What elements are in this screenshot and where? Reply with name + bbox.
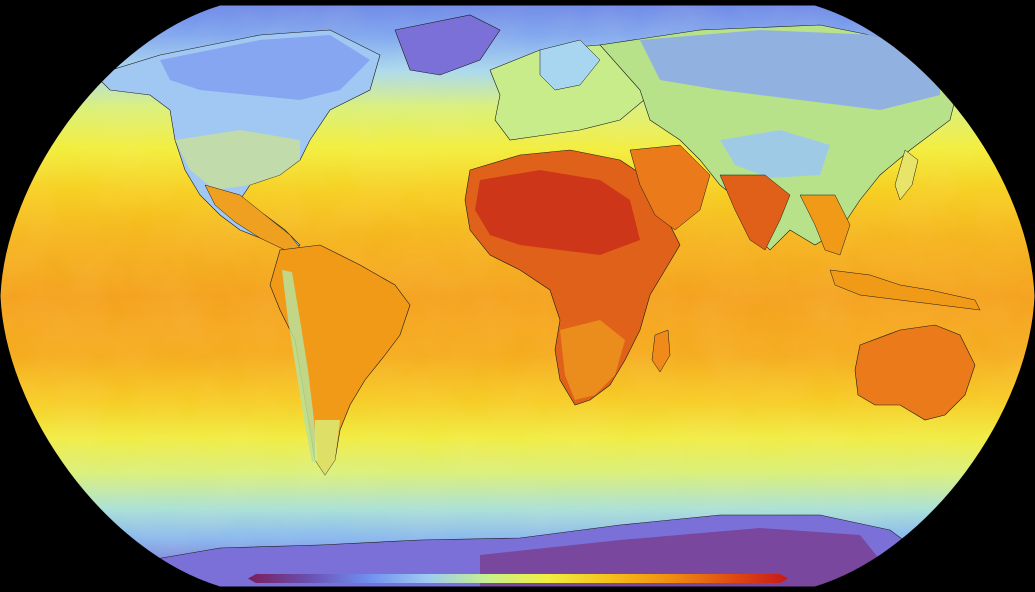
colorbar-gradient (248, 574, 788, 583)
us-warm-region (175, 130, 300, 190)
siberia-cold (640, 30, 940, 110)
landmass-madagascar (651, 329, 671, 373)
southeast-asia (799, 194, 851, 256)
landmass-europe (489, 44, 651, 141)
southern-africa-plateau (560, 320, 625, 400)
landmass-greenland (394, 14, 501, 76)
sahara-hot-core (475, 170, 640, 255)
landmass-indonesia (829, 269, 981, 311)
andes-cool-strip (282, 270, 318, 462)
colorbar (248, 574, 788, 583)
colorbar-bar (248, 574, 788, 583)
patagonia-cool (315, 420, 340, 475)
canada-cold-region (160, 35, 370, 100)
landmass-australia (854, 324, 976, 421)
india-hot (719, 174, 791, 251)
scandinavia (539, 39, 601, 91)
landmass-arabia (629, 144, 711, 231)
landmass-japan (894, 149, 919, 201)
tibet-plateau-cold (720, 130, 830, 178)
